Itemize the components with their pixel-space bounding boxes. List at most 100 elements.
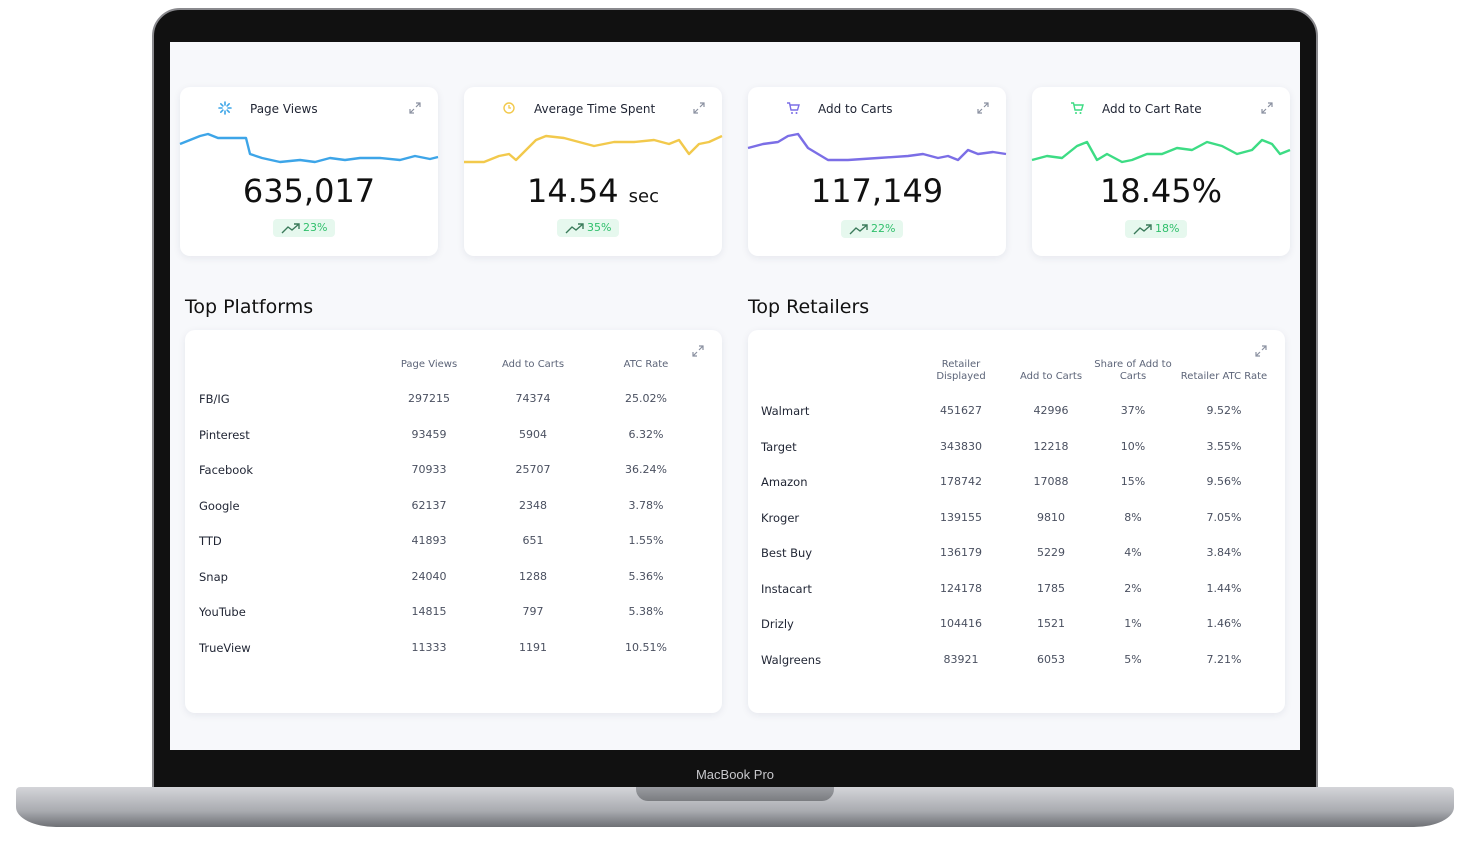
row-name: Snap — [199, 569, 228, 584]
cell: 9810 — [1037, 510, 1065, 524]
kpi-icon — [218, 101, 232, 115]
row-name: Drizly — [761, 617, 794, 631]
cell: 8% — [1124, 510, 1142, 524]
kpi-icon — [1071, 102, 1084, 114]
cell: 1% — [1124, 617, 1142, 630]
row-name: FB/IG — [199, 392, 230, 406]
cell: 2% — [1124, 581, 1142, 595]
kpi-title: Page Views — [250, 102, 318, 116]
column-header: Retailer ATC Rate — [1180, 371, 1268, 382]
expand-icon[interactable] — [409, 102, 421, 114]
cell: 139155 — [940, 510, 982, 524]
row-name: TTD — [199, 534, 222, 548]
row-name: Pinterest — [199, 427, 250, 442]
sparkline — [1031, 138, 1291, 164]
row-name: Kroger — [761, 510, 800, 525]
row-name: Facebook — [199, 463, 254, 477]
cell: 25.02% — [625, 392, 667, 405]
column-header: Retailer Displayed — [936, 359, 986, 382]
expand-icon[interactable] — [693, 102, 705, 114]
cell: 37% — [1120, 404, 1146, 417]
kpi-value-text: 635,017 — [242, 172, 376, 210]
cell: 1.55% — [628, 534, 664, 547]
change-badge: 35% — [557, 219, 620, 237]
cell: 124178 — [940, 581, 982, 595]
cell: 1785 — [1037, 581, 1065, 595]
cell: 5904 — [519, 427, 547, 441]
cell: 36.24% — [625, 463, 667, 476]
expand-icon[interactable] — [692, 345, 704, 357]
kpi-value-text: 18.45% — [1099, 172, 1222, 210]
table-card — [185, 330, 722, 713]
cell: 104416 — [940, 617, 982, 630]
table-card — [748, 330, 1285, 713]
change-badge: 18% — [1125, 220, 1188, 238]
cell: 136179 — [940, 546, 982, 559]
expand-icon[interactable] — [977, 102, 989, 114]
sparkline — [464, 134, 723, 164]
cell: 3.55% — [1206, 439, 1242, 453]
cell: 83921 — [943, 652, 979, 666]
cell: 62137 — [411, 498, 447, 512]
kpi-icon — [787, 102, 800, 114]
row-name: TrueView — [199, 640, 251, 655]
cell: 343830 — [940, 439, 982, 453]
cell: 12218 — [1033, 439, 1069, 453]
cell: 24040 — [411, 569, 447, 583]
column-header: Add to Carts — [1019, 371, 1083, 382]
row-name: YouTube — [199, 605, 246, 619]
cell: 5% — [1124, 652, 1142, 666]
cell: 178742 — [940, 475, 982, 488]
cell: 11333 — [411, 640, 447, 654]
section-title: Top Platforms — [185, 296, 314, 318]
cell: 9.56% — [1206, 475, 1242, 488]
row-name: Google — [199, 498, 240, 513]
cell: 3.78% — [628, 498, 664, 512]
cell: 93459 — [411, 427, 447, 441]
cell: 10.51% — [625, 640, 667, 654]
cell: 42996 — [1033, 404, 1069, 417]
cell: 14815 — [411, 605, 447, 618]
kpi-value: 635,017 — [180, 172, 438, 210]
cell: 7.05% — [1206, 510, 1242, 524]
row-name: Instacart — [761, 581, 812, 596]
expand-icon[interactable] — [1261, 102, 1273, 114]
cell: 9.52% — [1206, 404, 1242, 417]
cell: 17088 — [1033, 475, 1069, 488]
row-name: Amazon — [761, 475, 808, 489]
cell: 4% — [1124, 546, 1142, 559]
row-name: Best Buy — [761, 546, 813, 560]
cell: 15% — [1120, 475, 1146, 488]
kpi-value: 18.45% — [1032, 172, 1290, 210]
cell: 5.38% — [628, 605, 664, 618]
change-badge: 23% — [273, 219, 336, 237]
kpi-value-text: 14.54 — [527, 172, 619, 210]
cell: 797 — [522, 605, 544, 618]
cell: 297215 — [408, 392, 450, 405]
sparkline — [179, 132, 439, 164]
kpi-title: Add to Cart Rate — [1102, 102, 1202, 116]
kpi-value-text: 117,149 — [810, 172, 944, 210]
cell: 41893 — [411, 534, 447, 547]
expand-icon[interactable] — [1255, 345, 1267, 357]
section-title: Top Retailers — [748, 296, 870, 318]
sparkline — [747, 132, 1007, 162]
cell: 25707 — [515, 463, 551, 476]
cell: 1191 — [519, 640, 547, 654]
column-header: Page Views — [400, 359, 458, 370]
cell: 5229 — [1037, 546, 1065, 559]
change-badge: 22% — [841, 220, 904, 238]
cell: 74374 — [515, 392, 551, 405]
row-name: Walgreens — [761, 652, 822, 667]
cell: 2348 — [519, 498, 547, 512]
row-name: Walmart — [761, 404, 810, 418]
row-name: Target — [761, 439, 797, 454]
cell: 6053 — [1037, 652, 1065, 666]
device-label: MacBook Pro — [695, 767, 775, 782]
kpi-icon — [503, 102, 515, 114]
trend-icon — [1133, 224, 1152, 235]
cell: 1.46% — [1206, 617, 1242, 630]
trend-icon — [565, 223, 584, 234]
cell: 451627 — [940, 404, 982, 417]
